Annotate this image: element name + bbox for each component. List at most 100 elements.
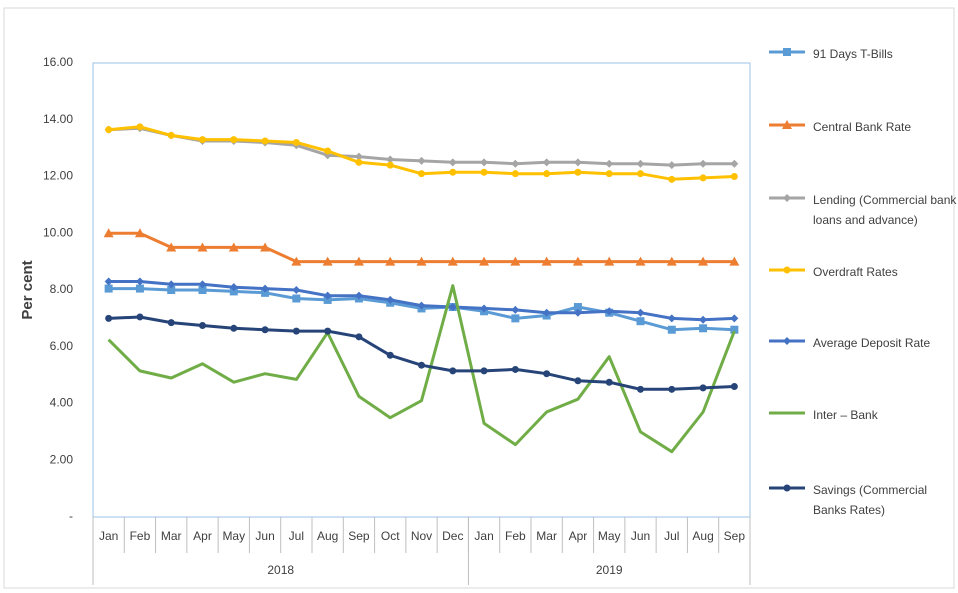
- marker: [167, 286, 176, 294]
- y-tick-label: -: [69, 509, 73, 523]
- marker: [698, 256, 709, 266]
- marker: [135, 277, 144, 286]
- marker: [511, 170, 519, 178]
- marker: [323, 295, 332, 304]
- marker: [783, 484, 791, 492]
- marker: [637, 385, 644, 393]
- marker: [543, 170, 551, 178]
- marker: [447, 256, 458, 266]
- marker: [104, 277, 113, 286]
- marker: [229, 287, 238, 296]
- marker: [572, 256, 583, 266]
- marker: [783, 266, 791, 274]
- marker: [260, 242, 271, 252]
- marker: [386, 155, 395, 164]
- marker: [386, 295, 395, 304]
- marker: [167, 319, 175, 327]
- legend-swatch: [769, 194, 805, 202]
- marker: [103, 228, 114, 238]
- legend-swatch: [769, 484, 805, 492]
- marker: [541, 256, 552, 266]
- legend-item: Lending (Commercial bank loans and advan…: [765, 193, 956, 258]
- marker: [354, 152, 363, 161]
- marker: [730, 314, 739, 323]
- series-line: [107, 284, 736, 454]
- y-tick-label: 14.00: [43, 112, 73, 126]
- marker: [104, 284, 113, 293]
- legend-item: Overdraft Rates: [765, 265, 955, 330]
- marker: [605, 170, 613, 178]
- marker: [167, 131, 175, 139]
- x-group-label: 2018: [267, 563, 294, 577]
- y-axis-label: Per cent: [19, 260, 36, 319]
- x-tick-label: Feb: [130, 529, 151, 543]
- marker: [136, 313, 144, 321]
- y-tick-label: 6.00: [50, 339, 74, 353]
- marker: [480, 168, 488, 176]
- legend-label: Overdraft Rates: [813, 265, 898, 279]
- x-tick-label: Jul: [664, 529, 679, 543]
- marker: [667, 161, 676, 170]
- x-tick-label: Jul: [289, 529, 304, 543]
- marker: [783, 48, 791, 56]
- marker: [668, 175, 676, 183]
- marker: [105, 314, 113, 322]
- marker: [261, 137, 269, 145]
- marker: [666, 256, 677, 266]
- marker: [197, 242, 208, 252]
- marker: [542, 308, 551, 317]
- legend-label: Average Deposit Rate: [813, 336, 931, 350]
- legend-item: Central Bank Rate: [765, 120, 955, 185]
- marker: [605, 378, 613, 386]
- marker: [135, 284, 144, 293]
- x-tick-label: Sep: [348, 529, 370, 543]
- marker: [729, 256, 740, 266]
- y-tick-label: 16.00: [43, 55, 73, 69]
- marker: [323, 291, 332, 300]
- legend-label: Lending (Commercial bank loans and advan…: [813, 193, 957, 227]
- marker: [417, 301, 426, 310]
- marker: [604, 256, 615, 266]
- marker: [354, 291, 363, 300]
- marker: [261, 284, 270, 293]
- legend-swatch: [769, 411, 805, 415]
- marker: [511, 365, 519, 373]
- marker: [105, 126, 113, 134]
- marker: [667, 325, 676, 334]
- marker: [198, 280, 207, 289]
- marker: [136, 123, 144, 131]
- marker: [386, 161, 394, 169]
- marker: [166, 242, 177, 252]
- marker: [605, 307, 614, 316]
- marker: [385, 256, 396, 266]
- legend-swatch: [769, 48, 805, 56]
- marker: [322, 256, 333, 266]
- marker: [637, 170, 644, 178]
- chart-frame: [3, 7, 955, 589]
- marker: [229, 283, 238, 292]
- marker: [449, 168, 457, 176]
- plot-area: [92, 62, 751, 518]
- marker: [353, 256, 364, 266]
- marker: [167, 280, 176, 289]
- legend-swatch: [769, 337, 805, 345]
- x-tick-label: Jan: [99, 529, 118, 543]
- x-tick-label: Aug: [317, 529, 338, 543]
- marker: [699, 324, 708, 333]
- legend-item: Savings (Commercial Banks Rates): [765, 483, 955, 548]
- x-tick-label: Feb: [505, 529, 526, 543]
- marker: [782, 120, 792, 129]
- marker: [198, 286, 207, 294]
- marker: [730, 325, 739, 334]
- marker: [292, 138, 300, 146]
- legend-item: 91 Days T-Bills: [765, 47, 955, 112]
- marker: [511, 159, 520, 168]
- marker: [199, 136, 206, 144]
- x-tick-label: Aug: [692, 529, 713, 543]
- marker: [730, 159, 739, 168]
- x-tick-label: Mar: [536, 529, 557, 543]
- legend-item: Inter – Bank: [765, 408, 955, 473]
- marker: [292, 327, 300, 335]
- y-tick-label: 8.00: [50, 282, 74, 296]
- marker: [261, 326, 269, 334]
